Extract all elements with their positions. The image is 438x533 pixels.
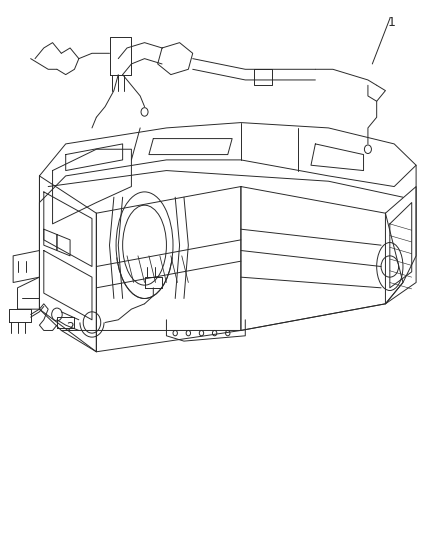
Text: 2: 2 xyxy=(66,321,74,334)
Text: 1: 1 xyxy=(388,16,396,29)
